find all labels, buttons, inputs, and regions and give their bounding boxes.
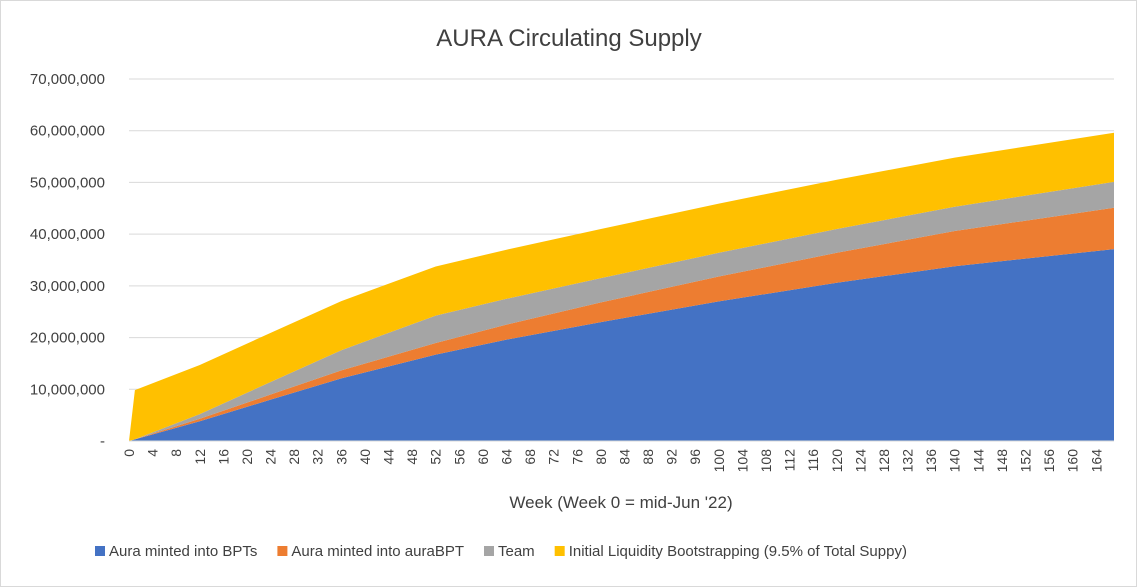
x-tick-label: 116 [805,449,821,472]
x-tick-label: 156 [1041,449,1057,473]
area-series-team [129,181,1114,441]
x-tick-label: 164 [1088,449,1104,473]
x-tick-label: 20 [239,449,255,465]
x-tick-label: 100 [711,449,727,473]
x-tick-label: 84 [616,449,632,465]
x-tick-label: 104 [734,449,750,473]
x-tick-label: 12 [192,449,208,465]
y-tick-label: 40,000,000 [30,226,105,243]
x-tick-label: 32 [310,449,326,465]
x-tick-label: 16 [215,449,231,465]
x-tick-label: 88 [640,449,656,465]
x-tick-label: 52 [428,449,444,465]
x-tick-label: 144 [970,449,986,473]
y-tick-label: 20,000,000 [30,330,105,347]
x-tick-label: 132 [900,449,916,473]
x-tick-label: 60 [475,449,491,465]
legend-label-aura-minted-into-bpts: Aura minted into BPTs [109,543,257,560]
x-tick-label: 112 [782,449,798,472]
x-tick-label: 120 [829,449,845,473]
x-tick-label: 44 [381,449,397,465]
x-tick-label: 28 [286,449,302,465]
x-tick-label: 80 [593,449,609,465]
legend-label-aura-minted-into-aurabpt: Aura minted into auraBPT [291,543,464,560]
legend-swatch-aura-minted-into-aurabpt [277,546,288,556]
x-tick-label: 136 [923,449,939,473]
y-tick-label: - [100,433,105,450]
legend-swatch-team [484,546,494,556]
chart-title: AURA Circulating Supply [436,25,701,52]
x-tick-label: 96 [687,449,703,465]
x-tick-label: 92 [664,449,680,465]
x-tick-label: 148 [994,449,1010,473]
legend: Aura minted into BPTs Aura minted into au… [95,543,907,560]
x-tick-label: 124 [852,449,868,473]
x-tick-label: 152 [1018,449,1034,473]
x-tick-label: 0 [121,449,137,457]
y-tick-label: 30,000,000 [30,278,105,295]
y-tick-label: 60,000,000 [30,123,105,140]
x-tick-label: 128 [876,449,892,473]
x-tick-label: 48 [404,449,420,465]
x-tick-label: 8 [168,449,184,457]
area-series-aura-minted-into-aurabpt [129,207,1114,441]
x-tick-label: 72 [546,449,562,465]
area-series-aura-minted-into-bpts [129,249,1114,441]
y-tick-label: 10,000,000 [30,381,105,398]
x-axis-label: Week (Week 0 = mid-Jun '22) [509,493,732,512]
x-tick-label: 76 [569,449,585,465]
x-tick-label: 24 [263,449,279,465]
axes: - 10,000,000 20,000,000 30,000,000 40,000,00… [30,71,1114,472]
x-tick-label: 64 [499,449,515,465]
legend-label-initial-liquidity-bootstrapping-9-5-of-total-suppy: Initial Liquidity Bootstrapping (9.5% of… [569,543,907,560]
y-tick-label: 50,000,000 [30,174,105,191]
x-tick-label: 160 [1065,449,1081,473]
x-tick-label: 140 [947,449,963,473]
y-tick-label: 70,000,000 [30,71,105,88]
x-tick-label: 56 [451,449,467,465]
x-tick-label: 40 [357,449,373,465]
legend-swatch-initial-liquidity-bootstrapping-9-5-of-total-suppy [554,546,565,556]
legend-label-team: Team [498,543,535,560]
x-tick-label: 4 [145,449,161,457]
x-tick-label: 36 [333,449,349,465]
x-tick-label: 108 [758,449,774,473]
area-series-initial-liquidity-bootstrapping-9-5-of-total-suppy [129,132,1114,442]
stacked-areas [129,132,1114,442]
x-tick-label: 68 [522,449,538,465]
legend-swatch-aura-minted-into-bpts [95,546,105,556]
